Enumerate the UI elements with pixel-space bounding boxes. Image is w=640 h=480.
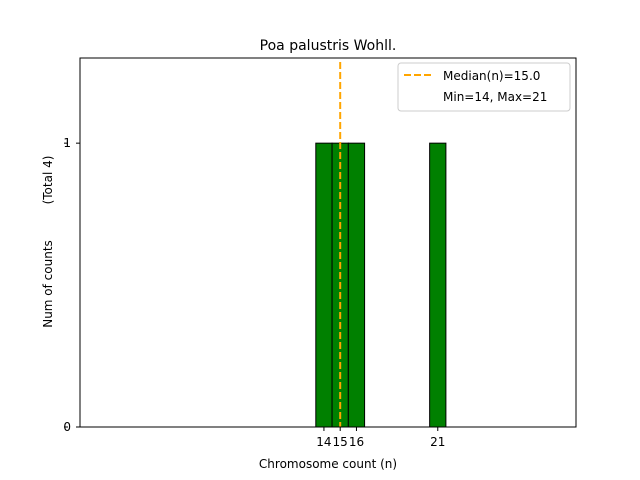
bar-16 [347, 142, 366, 428]
plot-area-frame [79, 57, 577, 428]
x-axis-label: Chromosome count (n) [259, 457, 397, 471]
y-tick-label-0: 0 [63, 420, 71, 434]
chart-title: Poa palustris Wohll. [260, 38, 397, 54]
legend-median-label: Median(n)=15.0 [443, 69, 540, 83]
bars-group [80, 142, 503, 428]
y-ticks-group: 01 [63, 136, 80, 434]
legend-minmax-label: Min=14, Max=21 [443, 90, 547, 104]
bar-14 [315, 142, 333, 428]
legend-box [397, 62, 571, 112]
bar-21 [429, 142, 447, 428]
x-tick-label-16: 16 [349, 435, 364, 449]
x-tick-label-15: 15 [333, 435, 348, 449]
y-axis-total-note: (Total 4) [41, 156, 55, 205]
y-tick-label-1: 1 [63, 136, 71, 150]
y-axis-label: Num of counts [41, 240, 55, 328]
legend: Median(n)=15.0 Min=14, Max=21 [397, 62, 571, 112]
x-ticks-group: 14 15 16 21 [316, 427, 445, 449]
x-tick-label-21: 21 [430, 435, 445, 449]
x-tick-label-14: 14 [316, 435, 331, 449]
